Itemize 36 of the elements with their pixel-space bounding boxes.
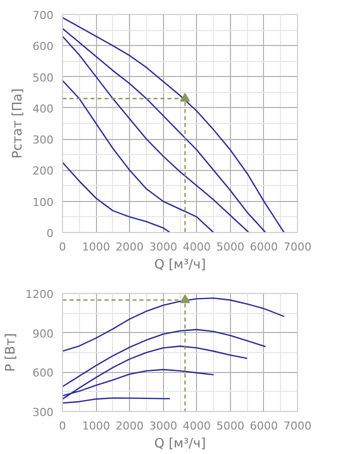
y-tick-label: 1200 bbox=[26, 288, 54, 301]
line-series bbox=[62, 162, 171, 232]
y-tick-label: 0 bbox=[46, 227, 54, 240]
x-tick-label: 3000 bbox=[149, 420, 178, 432]
x-tick-label: 5000 bbox=[216, 420, 244, 432]
y-tick-label: 600 bbox=[32, 40, 54, 54]
x-tick-label: 0 bbox=[59, 420, 66, 432]
x-tick-label: 7000 bbox=[284, 420, 312, 432]
x-axis-title: Q [м³/ч] bbox=[154, 258, 206, 272]
y-tick-label: 100 bbox=[32, 196, 54, 209]
x-tick-label: 4000 bbox=[182, 240, 211, 254]
x-tick-label: 0 bbox=[59, 240, 66, 254]
x-tick-label: 6000 bbox=[250, 240, 278, 254]
y-axis-title: P [Вт] bbox=[4, 333, 19, 372]
y-tick-label: 200 bbox=[32, 164, 54, 178]
line-series bbox=[62, 80, 214, 232]
x-tick-label: 6000 bbox=[250, 420, 278, 432]
x-tick-label: 3000 bbox=[149, 240, 178, 254]
y-tick-label: 300 bbox=[32, 134, 54, 147]
y-tick-label: 300 bbox=[32, 406, 54, 419]
line-series bbox=[62, 328, 266, 388]
x-axis-title: Q [м³/ч] bbox=[154, 436, 206, 452]
x-tick-label: 1000 bbox=[82, 240, 110, 254]
y-tick-label: 400 bbox=[32, 102, 54, 116]
line-series bbox=[62, 346, 248, 400]
x-tick-label: 2000 bbox=[116, 420, 144, 432]
x-tick-label: 5000 bbox=[216, 240, 244, 254]
y-tick-label: 600 bbox=[32, 366, 54, 380]
y-tick-label: 500 bbox=[32, 71, 54, 84]
x-tick-label: 4000 bbox=[182, 420, 211, 432]
y-tick-label: 700 bbox=[32, 9, 54, 22]
y-axis-title: Pстат [Па] bbox=[10, 88, 26, 159]
y-tick-label: 900 bbox=[32, 327, 54, 340]
x-tick-label: 1000 bbox=[82, 420, 110, 432]
x-tick-label: 7000 bbox=[284, 240, 312, 254]
x-tick-label: 2000 bbox=[116, 240, 144, 254]
